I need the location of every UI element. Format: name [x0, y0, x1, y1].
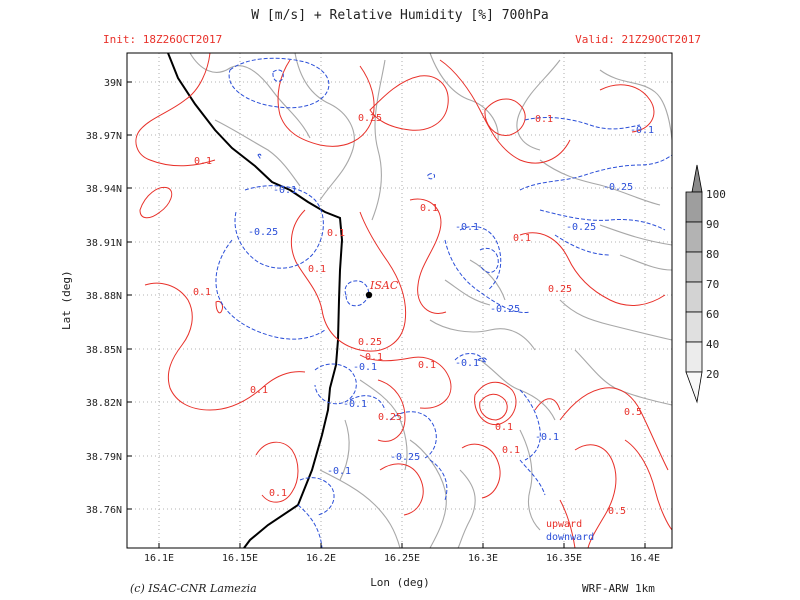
contour-label: -0.25	[603, 182, 633, 193]
colorbar-label: 70	[706, 278, 719, 291]
colorbar-labels: 100 90 80 70 60 40 20	[706, 188, 726, 381]
contour-label: 0.25	[358, 337, 382, 348]
contour-label: 0.1	[250, 385, 268, 396]
x-tick-label: 16.1E	[144, 553, 174, 564]
y-tick-label: 38.94N	[86, 184, 122, 195]
contour-label: -0.1	[327, 466, 351, 477]
y-tick-labels: 39N 38.97N 38.94N 38.91N 38.88N 38.85N 3…	[86, 78, 122, 516]
y-tick-label: 38.76N	[86, 505, 122, 516]
downward-contours	[215, 57, 673, 549]
contour-label: 0.1	[502, 445, 520, 456]
contour-label: 0.1	[420, 203, 438, 214]
y-tick-label: 38.79N	[86, 452, 122, 463]
downward-labels: -0.1 -0.25 -0.1 -0.25 -0.1 -0.25 -0.1 -0…	[248, 125, 654, 477]
valid-time: Valid: 21Z29OCT2017	[575, 33, 701, 46]
x-axis-label: Lon (deg)	[370, 576, 430, 589]
station-label: ISAC	[369, 279, 399, 292]
contour-label: -0.1	[455, 358, 479, 369]
copyright: (c) ISAC-CNR Lamezia	[130, 582, 257, 595]
x-tick-label: 16.2E	[306, 553, 336, 564]
upward-labels: 0.1 0.25 0.1 0.1 0.1 0.1 0.1 0.1 0.25 0.…	[193, 113, 642, 517]
colorbar-swatch-80	[685, 251, 703, 283]
colorbar-label: 90	[706, 218, 719, 231]
y-tick-label: 38.85N	[86, 345, 122, 356]
contour-label: 0.1	[418, 360, 436, 371]
colorbar-bottom-arrow	[685, 371, 703, 404]
colorbar-swatch-60	[685, 311, 703, 343]
x-tick-labels: 16.1E 16.15E 16.2E 16.25E 16.3E 16.35E 1…	[144, 553, 660, 564]
contour-label: -0.1	[630, 125, 654, 136]
y-tick-label: 38.82N	[86, 398, 122, 409]
colorbar-top-arrow	[691, 164, 703, 193]
contour-label: 0.1	[193, 287, 211, 298]
contour-label: 0.5	[624, 407, 642, 418]
colorbar-swatch-40	[685, 341, 703, 373]
contour-label: 0.25	[358, 113, 382, 124]
contour-label: 0.1	[327, 228, 345, 239]
map-title: W [m/s] + Relative Humidity [%] 700hPa	[251, 8, 549, 23]
contour-label: -0.25	[490, 304, 520, 315]
contour-label: 0.1	[535, 114, 553, 125]
colorbar-swatch-70	[685, 281, 703, 313]
colorbar	[685, 164, 703, 404]
colorbar-label: 60	[706, 308, 719, 321]
contour-label: 0.1	[365, 352, 383, 363]
colorbar-label: 80	[706, 248, 719, 261]
colorbar-swatch-90	[685, 221, 703, 253]
contour-label: 0.1	[513, 233, 531, 244]
upward-contours	[135, 52, 673, 549]
y-tick-label: 39N	[104, 78, 122, 89]
x-tick-label: 16.25E	[384, 553, 420, 564]
x-tick-label: 16.35E	[546, 553, 582, 564]
contour-label: -0.1	[535, 432, 559, 443]
model-name: WRF-ARW 1km	[582, 582, 655, 595]
colorbar-swatch-100	[685, 191, 703, 223]
init-time: Init: 18Z26OCT2017	[103, 33, 223, 46]
contour-label: -0.1	[273, 185, 297, 196]
y-tick-label: 38.97N	[86, 131, 122, 142]
x-tick-label: 16.3E	[468, 553, 498, 564]
y-tick-label: 38.88N	[86, 291, 122, 302]
contour-label: -0.25	[390, 452, 420, 463]
colorbar-label: 40	[706, 338, 719, 351]
contour-label: -0.1	[343, 399, 367, 410]
contour-label: 0.25	[548, 284, 572, 295]
contour-label: 0.5	[608, 506, 626, 517]
contour-label: -0.25	[566, 222, 596, 233]
colorbar-label: 100	[706, 188, 726, 201]
x-tick-label: 16.15E	[222, 553, 258, 564]
station-marker	[365, 291, 373, 299]
plot-frame	[126, 52, 673, 549]
contour-label: 0.1	[308, 264, 326, 275]
legend-upward: upward	[546, 519, 582, 530]
tick-marks	[127, 81, 646, 548]
colorbar-label: 20	[706, 368, 719, 381]
y-tick-label: 38.91N	[86, 238, 122, 249]
contour-label: 0.1	[194, 156, 212, 167]
contour-label: 0.25	[378, 412, 402, 423]
contour-label: 0.1	[495, 422, 513, 433]
contour-label: -0.1	[455, 222, 479, 233]
legend-downward: downward	[546, 532, 594, 543]
y-axis-label: Lat (deg)	[60, 270, 73, 330]
coastline	[167, 52, 344, 549]
x-tick-label: 16.4E	[630, 553, 660, 564]
grid	[127, 53, 672, 548]
contour-label: -0.25	[248, 227, 278, 238]
contour-label: -0.1	[353, 362, 377, 373]
contour-label: 0.1	[269, 488, 287, 499]
